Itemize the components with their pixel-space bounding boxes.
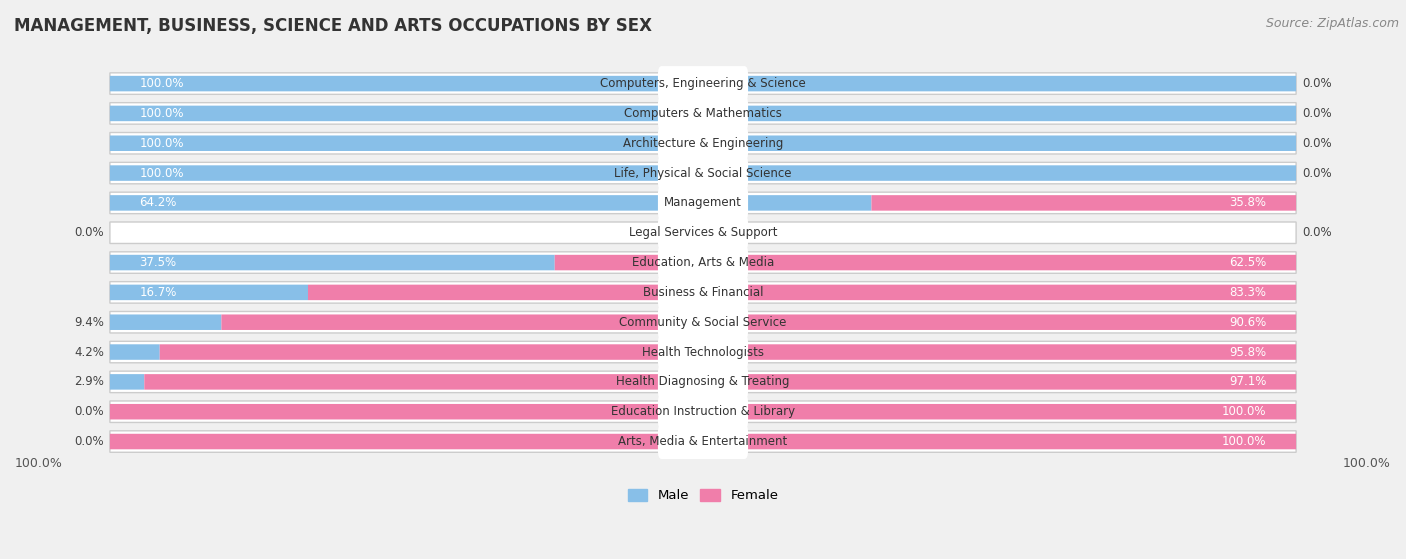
- Text: Life, Physical & Social Science: Life, Physical & Social Science: [614, 167, 792, 179]
- Text: Architecture & Engineering: Architecture & Engineering: [623, 137, 783, 150]
- Text: 37.5%: 37.5%: [139, 256, 177, 269]
- FancyBboxPatch shape: [658, 305, 748, 340]
- Text: 83.3%: 83.3%: [1229, 286, 1267, 299]
- FancyBboxPatch shape: [110, 342, 1296, 363]
- FancyBboxPatch shape: [658, 424, 748, 459]
- Text: Health Technologists: Health Technologists: [643, 345, 763, 358]
- FancyBboxPatch shape: [110, 192, 1296, 214]
- Text: 100.0%: 100.0%: [139, 167, 184, 179]
- Text: 95.8%: 95.8%: [1229, 345, 1267, 358]
- FancyBboxPatch shape: [658, 215, 748, 250]
- FancyBboxPatch shape: [872, 195, 1296, 211]
- Text: 64.2%: 64.2%: [139, 196, 177, 210]
- Text: Source: ZipAtlas.com: Source: ZipAtlas.com: [1265, 17, 1399, 30]
- Text: 100.0%: 100.0%: [15, 457, 63, 470]
- FancyBboxPatch shape: [110, 311, 1296, 333]
- Text: 100.0%: 100.0%: [139, 137, 184, 150]
- FancyBboxPatch shape: [658, 126, 748, 161]
- FancyBboxPatch shape: [145, 374, 1296, 390]
- FancyBboxPatch shape: [110, 222, 1296, 244]
- FancyBboxPatch shape: [658, 394, 748, 429]
- FancyBboxPatch shape: [110, 195, 872, 211]
- FancyBboxPatch shape: [658, 335, 748, 369]
- FancyBboxPatch shape: [658, 155, 748, 191]
- Text: 62.5%: 62.5%: [1229, 256, 1267, 269]
- Text: 0.0%: 0.0%: [1302, 107, 1331, 120]
- FancyBboxPatch shape: [110, 252, 1296, 273]
- FancyBboxPatch shape: [110, 431, 1296, 452]
- FancyBboxPatch shape: [110, 404, 1296, 419]
- Text: Health Diagnosing & Treating: Health Diagnosing & Treating: [616, 376, 790, 389]
- Text: Management: Management: [664, 196, 742, 210]
- Text: 0.0%: 0.0%: [75, 435, 104, 448]
- FancyBboxPatch shape: [110, 106, 1296, 121]
- Text: 90.6%: 90.6%: [1229, 316, 1267, 329]
- Text: Computers, Engineering & Science: Computers, Engineering & Science: [600, 77, 806, 90]
- FancyBboxPatch shape: [110, 374, 145, 390]
- FancyBboxPatch shape: [110, 76, 1296, 91]
- FancyBboxPatch shape: [110, 135, 1296, 151]
- Text: 0.0%: 0.0%: [75, 226, 104, 239]
- FancyBboxPatch shape: [110, 371, 1296, 392]
- Text: 4.2%: 4.2%: [75, 345, 104, 358]
- Text: Computers & Mathematics: Computers & Mathematics: [624, 107, 782, 120]
- Text: Community & Social Service: Community & Social Service: [619, 316, 787, 329]
- FancyBboxPatch shape: [110, 285, 308, 300]
- Text: 100.0%: 100.0%: [1343, 457, 1391, 470]
- FancyBboxPatch shape: [110, 282, 1296, 303]
- Text: 0.0%: 0.0%: [1302, 167, 1331, 179]
- FancyBboxPatch shape: [221, 315, 1296, 330]
- Text: 2.9%: 2.9%: [75, 376, 104, 389]
- FancyBboxPatch shape: [658, 364, 748, 399]
- Text: 35.8%: 35.8%: [1229, 196, 1267, 210]
- Text: MANAGEMENT, BUSINESS, SCIENCE AND ARTS OCCUPATIONS BY SEX: MANAGEMENT, BUSINESS, SCIENCE AND ARTS O…: [14, 17, 652, 35]
- Text: 9.4%: 9.4%: [75, 316, 104, 329]
- FancyBboxPatch shape: [110, 165, 1296, 181]
- FancyBboxPatch shape: [658, 245, 748, 280]
- Text: Arts, Media & Entertainment: Arts, Media & Entertainment: [619, 435, 787, 448]
- Text: 100.0%: 100.0%: [139, 107, 184, 120]
- Text: 0.0%: 0.0%: [1302, 226, 1331, 239]
- FancyBboxPatch shape: [658, 275, 748, 310]
- FancyBboxPatch shape: [308, 285, 1296, 300]
- Text: 100.0%: 100.0%: [1222, 435, 1267, 448]
- FancyBboxPatch shape: [110, 73, 1296, 94]
- FancyBboxPatch shape: [658, 186, 748, 220]
- FancyBboxPatch shape: [110, 103, 1296, 124]
- Text: Education, Arts & Media: Education, Arts & Media: [631, 256, 775, 269]
- Legend: Male, Female: Male, Female: [623, 484, 783, 508]
- FancyBboxPatch shape: [658, 66, 748, 101]
- Text: Business & Financial: Business & Financial: [643, 286, 763, 299]
- FancyBboxPatch shape: [555, 255, 1296, 271]
- FancyBboxPatch shape: [110, 401, 1296, 423]
- FancyBboxPatch shape: [658, 96, 748, 131]
- Text: 100.0%: 100.0%: [139, 77, 184, 90]
- FancyBboxPatch shape: [110, 162, 1296, 184]
- FancyBboxPatch shape: [110, 255, 555, 271]
- Text: Education Instruction & Library: Education Instruction & Library: [612, 405, 794, 418]
- FancyBboxPatch shape: [110, 315, 221, 330]
- Text: 0.0%: 0.0%: [75, 405, 104, 418]
- Text: 97.1%: 97.1%: [1229, 376, 1267, 389]
- FancyBboxPatch shape: [110, 132, 1296, 154]
- FancyBboxPatch shape: [110, 434, 1296, 449]
- FancyBboxPatch shape: [160, 344, 1296, 360]
- Text: 16.7%: 16.7%: [139, 286, 177, 299]
- Text: 100.0%: 100.0%: [1222, 405, 1267, 418]
- Text: Legal Services & Support: Legal Services & Support: [628, 226, 778, 239]
- FancyBboxPatch shape: [110, 344, 160, 360]
- Text: 0.0%: 0.0%: [1302, 77, 1331, 90]
- Text: 0.0%: 0.0%: [1302, 137, 1331, 150]
